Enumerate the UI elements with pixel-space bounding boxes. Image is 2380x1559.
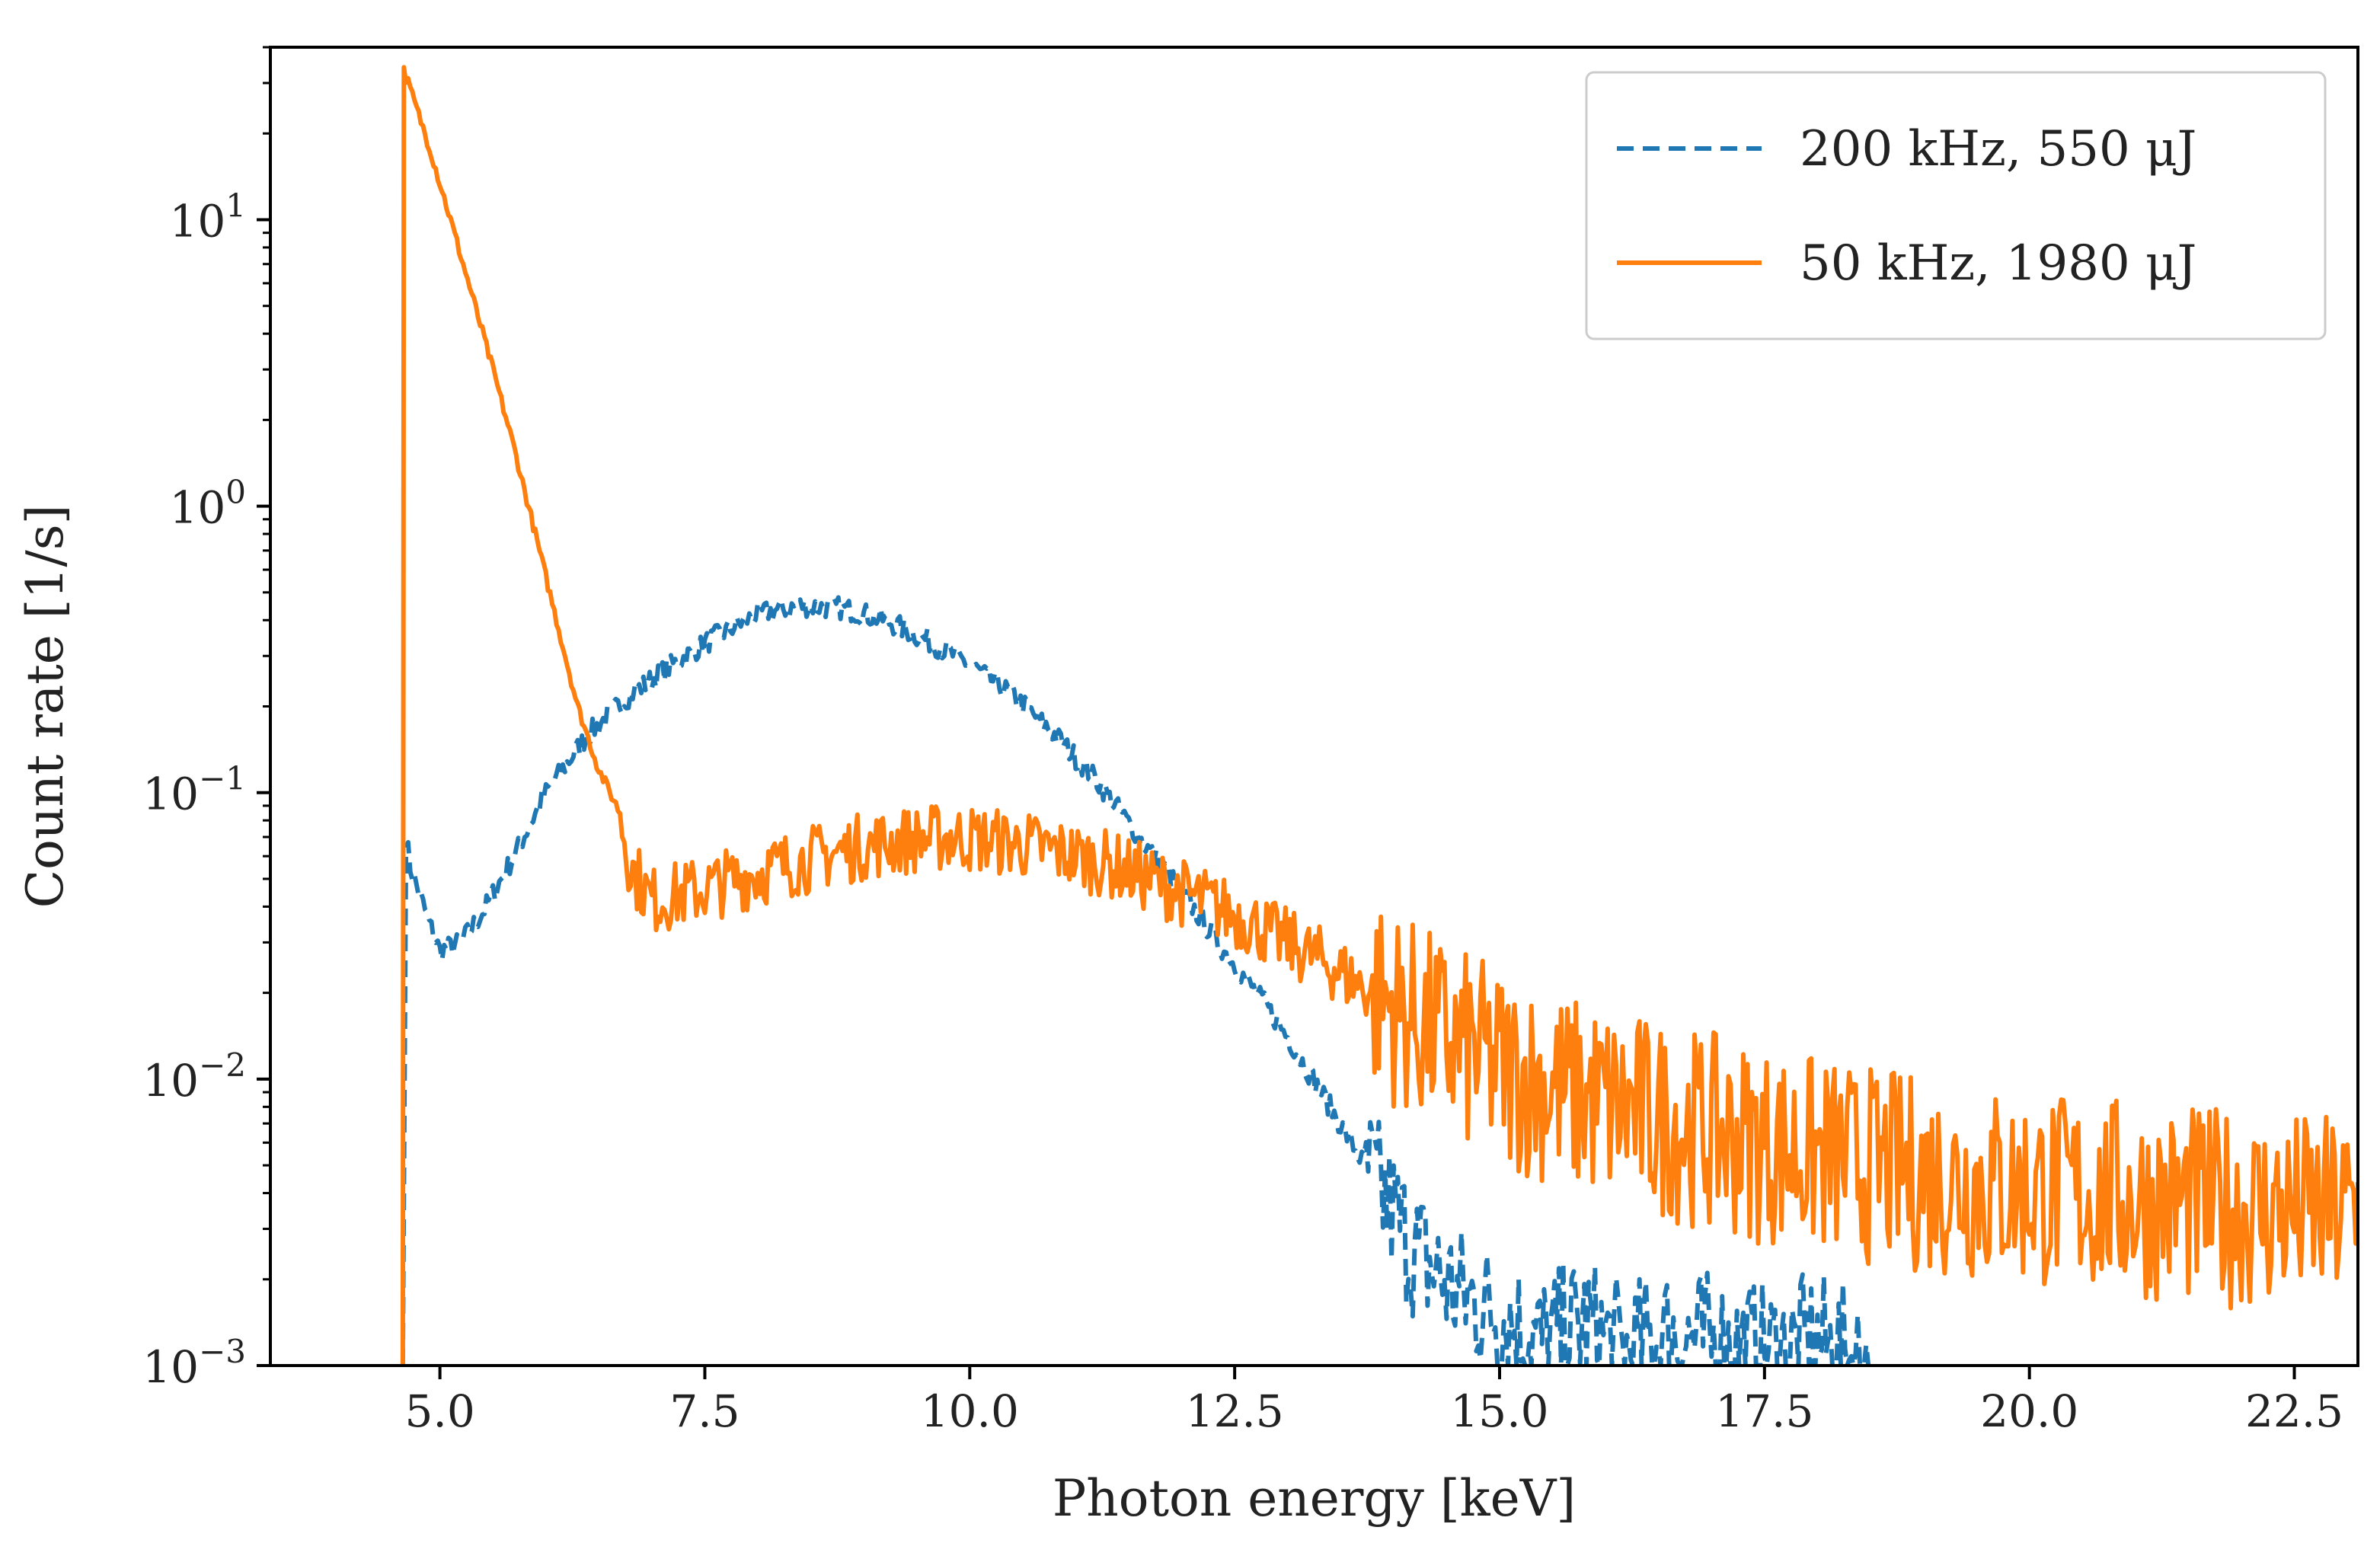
y-tick-label: 100 — [169, 474, 246, 534]
legend-label-series-2: 50 kHz, 1980 μJ — [1800, 235, 2196, 292]
legend-label-series-1: 200 kHz, 550 μJ — [1800, 121, 2196, 177]
x-tick-label: 7.5 — [669, 1385, 740, 1437]
series-line-2 — [400, 65, 2358, 1366]
plot-marks — [400, 65, 2358, 1366]
legend-box — [1585, 71, 2327, 340]
x-tick-label: 12.5 — [1186, 1385, 1284, 1437]
x-tick-label: 20.0 — [1980, 1385, 2078, 1437]
series-line-1 — [400, 595, 1871, 1366]
x-tick-label: 22.5 — [2245, 1385, 2343, 1437]
legend: 200 kHz, 550 μJ 50 kHz, 1980 μJ — [1585, 71, 2327, 340]
x-tick-label: 5.0 — [404, 1385, 474, 1437]
x-tick-label: 17.5 — [1715, 1385, 1813, 1437]
x-axis-label: Photon energy [keV] — [1053, 1469, 1576, 1528]
y-tick-label: 10−3 — [142, 1333, 246, 1393]
x-tick-label: 15.0 — [1450, 1385, 1548, 1437]
y-tick-label: 10−2 — [142, 1046, 246, 1107]
y-axis-label: Count rate [1/s] — [16, 505, 75, 909]
x-tick-label: 10.0 — [921, 1385, 1019, 1437]
x-axis: 5.0 7.5 10.0 12.5 15.0 17.5 20.0 22.5 — [404, 1366, 2343, 1437]
y-tick-label: 101 — [169, 187, 246, 247]
y-axis: 10−3 10−2 10−1 100 101 — [142, 46, 270, 1393]
y-tick-label: 10−1 — [142, 760, 246, 820]
